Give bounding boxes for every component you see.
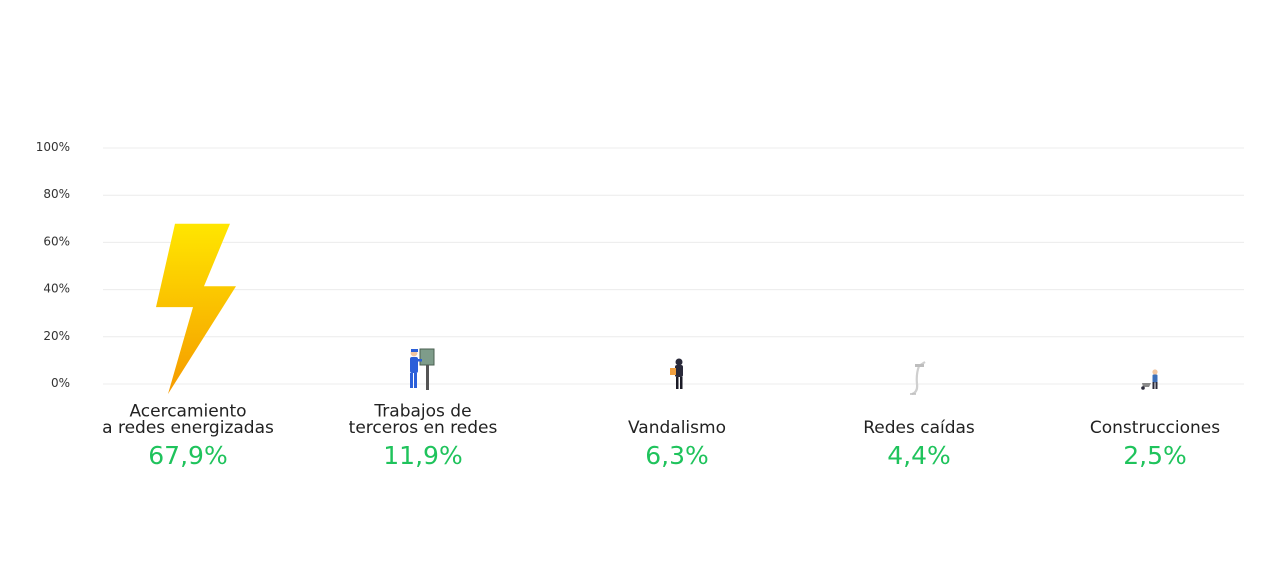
y-tick-label: 80% [43, 187, 70, 201]
vandal-icon [670, 358, 683, 389]
category-label: a redes energizadas [102, 418, 274, 438]
category-label: Construcciones [1090, 418, 1220, 438]
category-label: Vandalismo [628, 418, 726, 438]
worker-icon [410, 348, 435, 390]
chart-marks [156, 223, 1158, 396]
value-label: 2,5% [1123, 441, 1187, 470]
y-tick-label: 40% [43, 282, 70, 296]
value-label: 67,9% [148, 441, 227, 470]
gridlines [103, 147, 1244, 385]
construction-worker-icon [1141, 369, 1158, 390]
y-axis-ticks: 0% 20% 40% 60% 80% 100% [36, 140, 70, 390]
category-label: Trabajos de [373, 402, 471, 422]
value-label: 6,3% [645, 441, 709, 470]
value-label: 11,9% [383, 441, 462, 470]
y-tick-label: 100% [36, 140, 70, 154]
category-label: terceros en redes [349, 418, 498, 438]
lightning-bolt-icon [156, 223, 236, 394]
value-label: 4,4% [887, 441, 951, 470]
y-tick-label: 20% [43, 329, 70, 343]
fallen-pole-icon [910, 361, 926, 396]
category-label: Redes caídas [863, 418, 975, 438]
category-label: Acercamiento [129, 402, 246, 422]
y-tick-label: 60% [43, 234, 70, 248]
y-tick-label: 0% [51, 376, 70, 390]
